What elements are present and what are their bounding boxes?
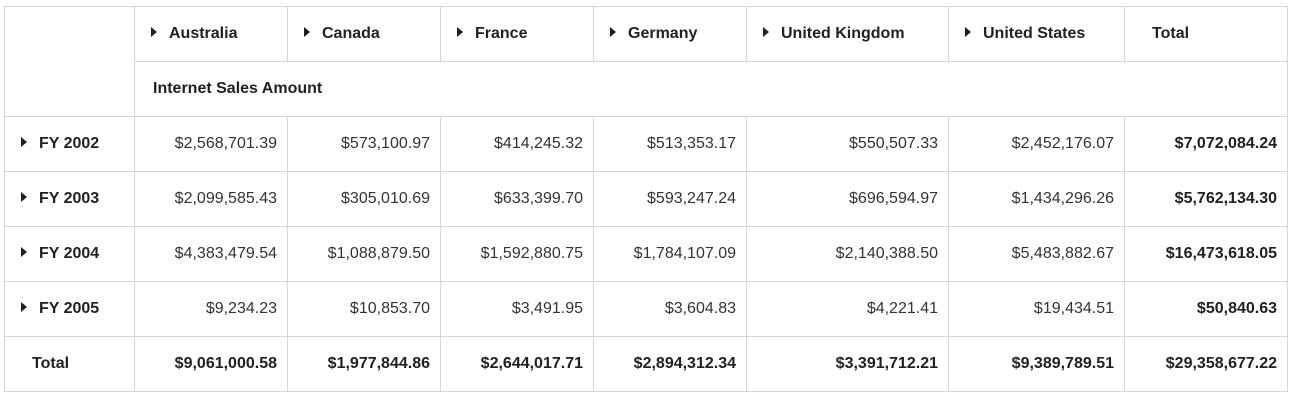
column-header-label: Germany [628,25,698,42]
column-header-united-kingdom[interactable]: United Kingdom [746,6,949,62]
value-cell[interactable]: $3,604.83 [593,281,747,337]
column-header-row: Australia Canada France Germany United K… [4,6,1288,117]
column-header-canada[interactable]: Canada [287,6,441,62]
row-total-cell[interactable]: $5,762,134.30 [1124,171,1288,227]
column-header-label: United Kingdom [781,25,905,42]
column-header-australia[interactable]: Australia [134,6,288,62]
value-cell[interactable]: $3,491.95 [440,281,594,337]
table-row: FY 2003 $2,099,585.43 $305,010.69 $633,3… [4,171,1288,227]
row-header-fy-2005[interactable]: FY 2005 [4,281,135,337]
column-total-cell[interactable]: $9,061,000.58 [134,336,288,392]
pivot-table: Australia Canada France Germany United K… [4,6,1288,392]
column-total-cell[interactable]: $2,894,312.34 [593,336,747,392]
value-cell[interactable]: $5,483,882.67 [948,226,1125,282]
table-row: FY 2002 $2,568,701.39 $573,100.97 $414,2… [4,116,1288,172]
grand-total-row: Total $9,061,000.58 $1,977,844.86 $2,644… [4,336,1288,392]
value-cell[interactable]: $633,399.70 [440,171,594,227]
corner-cell [4,6,135,117]
grand-total-cell[interactable]: $29,358,677.22 [1124,336,1288,392]
value-cell[interactable]: $593,247.24 [593,171,747,227]
value-cell[interactable]: $4,383,479.54 [134,226,288,282]
expand-icon[interactable] [304,27,310,37]
value-cell[interactable]: $1,592,880.75 [440,226,594,282]
expand-icon[interactable] [21,137,27,147]
column-total-cell[interactable]: $1,977,844.86 [287,336,441,392]
row-header-fy-2002[interactable]: FY 2002 [4,116,135,172]
column-total-cell[interactable]: $2,644,017.71 [440,336,594,392]
value-cell[interactable]: $2,568,701.39 [134,116,288,172]
expand-icon[interactable] [763,27,769,37]
value-cell[interactable]: $10,853.70 [287,281,441,337]
column-header-total: Total [1124,6,1288,62]
table-row: FY 2004 $4,383,479.54 $1,088,879.50 $1,5… [4,226,1288,282]
column-header-united-states[interactable]: United States [948,6,1125,62]
row-total-cell[interactable]: $7,072,084.24 [1124,116,1288,172]
value-cell[interactable]: $4,221.41 [746,281,949,337]
column-header-label: France [475,25,528,42]
column-total-cell[interactable]: $9,389,789.51 [948,336,1125,392]
value-cell[interactable]: $9,234.23 [134,281,288,337]
column-header-germany[interactable]: Germany [593,6,747,62]
measure-header: Internet Sales Amount [134,61,1288,117]
row-header-label: FY 2002 [39,135,100,152]
value-cell[interactable]: $573,100.97 [287,116,441,172]
value-cell[interactable]: $2,140,388.50 [746,226,949,282]
value-cell[interactable]: $1,434,296.26 [948,171,1125,227]
expand-icon[interactable] [21,247,27,257]
value-cell[interactable]: $2,452,176.07 [948,116,1125,172]
expand-icon[interactable] [21,192,27,202]
value-cell[interactable]: $696,594.97 [746,171,949,227]
value-cell[interactable]: $414,245.32 [440,116,594,172]
expand-icon[interactable] [151,27,157,37]
row-header-total: Total [4,336,135,392]
value-cell[interactable]: $1,784,107.09 [593,226,747,282]
value-cell[interactable]: $1,088,879.50 [287,226,441,282]
row-header-label: FY 2005 [39,300,100,317]
row-total-cell[interactable]: $50,840.63 [1124,281,1288,337]
measure-header-row: Internet Sales Amount [5,61,1288,117]
value-cell[interactable]: $550,507.33 [746,116,949,172]
column-total-cell[interactable]: $3,391,712.21 [746,336,949,392]
value-cell[interactable]: $19,434.51 [948,281,1125,337]
column-header-france[interactable]: France [440,6,594,62]
value-cell[interactable]: $513,353.17 [593,116,747,172]
expand-icon[interactable] [965,27,971,37]
expand-icon[interactable] [457,27,463,37]
column-header-label: United States [983,25,1086,42]
row-header-fy-2003[interactable]: FY 2003 [4,171,135,227]
value-cell[interactable]: $305,010.69 [287,171,441,227]
column-header-label: Australia [169,25,238,42]
row-header-label: FY 2003 [39,190,100,207]
column-header-label: Canada [322,25,380,42]
row-header-fy-2004[interactable]: FY 2004 [4,226,135,282]
table-row: FY 2005 $9,234.23 $10,853.70 $3,491.95 $… [4,281,1288,337]
expand-icon[interactable] [610,27,616,37]
row-header-label: FY 2004 [39,245,100,262]
expand-icon[interactable] [21,302,27,312]
value-cell[interactable]: $2,099,585.43 [134,171,288,227]
row-total-cell[interactable]: $16,473,618.05 [1124,226,1288,282]
